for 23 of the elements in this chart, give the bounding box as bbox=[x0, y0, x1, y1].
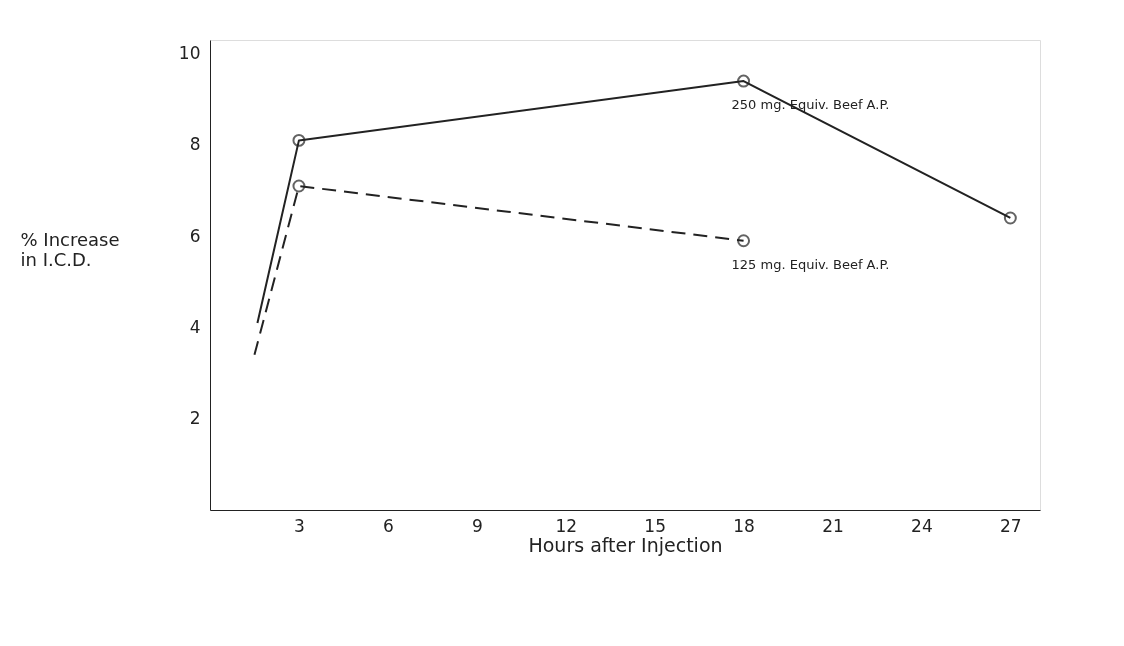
x-tick-label: 15 bbox=[644, 515, 666, 536]
x-tick-label: 24 bbox=[911, 515, 933, 536]
x-tick-label: 21 bbox=[822, 515, 844, 536]
x-tick-label: 6 bbox=[382, 515, 394, 536]
y-tick-label: 2 bbox=[189, 408, 201, 429]
x-tick-label: 3 bbox=[294, 515, 305, 536]
y-axis-title: % Increase in I.C.D. bbox=[20, 228, 120, 270]
x-tick-label: 12 bbox=[555, 515, 578, 536]
y-tick-label: 4 bbox=[189, 316, 201, 337]
point bbox=[737, 234, 751, 248]
point bbox=[292, 133, 306, 147]
series-label: 125 mg. Equiv. Beef A.P. bbox=[731, 256, 890, 272]
x-tick-label: 27 bbox=[1000, 515, 1022, 536]
point bbox=[292, 179, 306, 193]
x-tick-label: 18 bbox=[733, 515, 755, 536]
x-tick-label: 9 bbox=[471, 515, 483, 536]
y-tick-label: 10 bbox=[178, 43, 201, 64]
y-tick-label: 8 bbox=[189, 134, 201, 155]
x-axis-title: Hours after Injection bbox=[528, 533, 723, 556]
y-tick-label: 6 bbox=[189, 225, 201, 246]
point bbox=[737, 74, 751, 88]
series-label: 250 mg. Equiv. Beef A.P. bbox=[731, 97, 890, 113]
point bbox=[1003, 211, 1017, 225]
